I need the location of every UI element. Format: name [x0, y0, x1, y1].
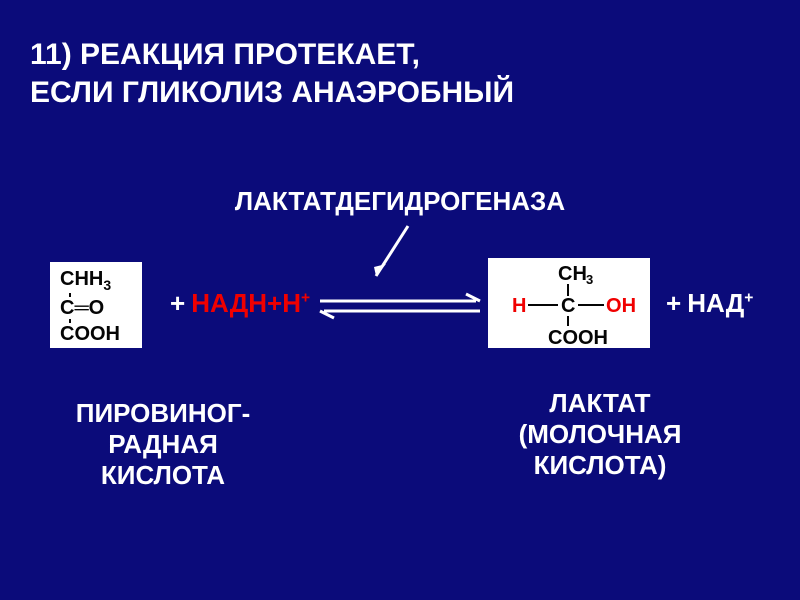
svg-text:CH: CH — [558, 263, 587, 285]
pyruvate-cooh: COOH — [60, 323, 132, 345]
svg-text:H: H — [512, 295, 526, 317]
svg-text:OH: OH — [606, 295, 636, 317]
pyruvate-ch3-sub: H3 — [89, 268, 111, 290]
nad-plus: + — [666, 288, 681, 318]
nadh-text: НАДН+Н — [191, 288, 301, 318]
slide-title: 11) РЕАКЦИЯ ПРОТЕКАЕТ, ЕСЛИ ГЛИКОЛИЗ АНА… — [30, 36, 770, 111]
svg-text:3: 3 — [586, 272, 593, 287]
lactate-svg: CH 3 H C OH COOH — [488, 258, 650, 348]
nadh-plus: + — [170, 288, 185, 318]
pyruvate-ch3-c: CH — [60, 268, 89, 290]
nadh-sup: + — [301, 289, 310, 306]
nad-label: +НАД+ — [666, 288, 753, 319]
pyruvate-structure: CHH3 C═O COOH — [50, 262, 142, 348]
pyruvate-eq: ═ — [74, 297, 88, 319]
pyruvate-o: O — [89, 297, 105, 319]
svg-text:COOH: COOH — [548, 327, 608, 348]
equilibrium-arrows-icon — [316, 290, 484, 322]
enzyme-name: ЛАКТАТДЕГИДРОГЕНАЗА — [0, 186, 800, 217]
slide: 11) РЕАКЦИЯ ПРОТЕКАЕТ, ЕСЛИ ГЛИКОЛИЗ АНА… — [0, 0, 800, 600]
lactate-caption: ЛАКТАТ (МОЛОЧНАЯ КИСЛОТА) — [470, 388, 730, 482]
lactate-structure: CH 3 H C OH COOH — [488, 258, 650, 348]
nad-text: НАД — [687, 288, 744, 318]
pyruvate-c: C — [60, 297, 74, 319]
svg-text:C: C — [561, 295, 575, 317]
enzyme-arrow-icon — [370, 224, 430, 280]
nad-sup: + — [744, 289, 753, 306]
nadh-label: +НАДН+Н+ — [170, 288, 310, 319]
pyruvate-caption: ПИРОВИНОГ- РАДНАЯ КИСЛОТА — [48, 398, 278, 492]
